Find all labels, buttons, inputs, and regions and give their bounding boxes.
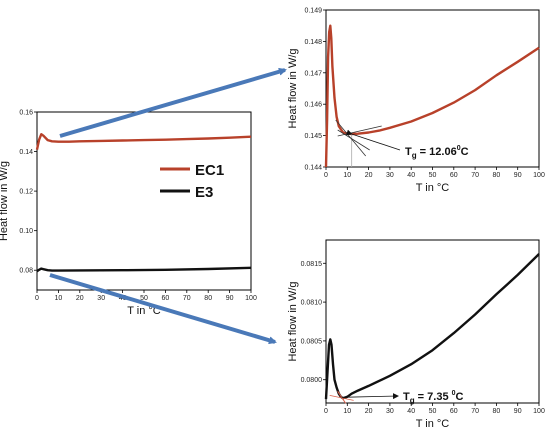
main-y-tick-label: 0.08	[19, 268, 33, 275]
main-x-tick-label: 30	[97, 295, 105, 302]
ec1-zoom-x-tick-label: 30	[386, 172, 394, 179]
tg-annotation-ec1: Tg = 12.060C	[405, 145, 469, 160]
ec1-zoom-chart: 0 10 20 30 40 50 60 70 80 90 100 0.144 0.145 0.146 0.1…	[287, 8, 545, 195]
ec1-zoom-x-tick-label: 70	[471, 172, 479, 179]
main-x-tick-label: 90	[226, 295, 234, 302]
e3-zoom-x-tick-label: 100	[533, 408, 545, 415]
ec1-zoom-x-tick-label: 60	[450, 172, 458, 179]
ec1-zoom-x-tick-label: 90	[514, 172, 522, 179]
connector-arrow-ec1	[59, 67, 287, 138]
ec1-zoom-x-tick-label: 100	[533, 172, 545, 179]
connector-arrow-e3	[49, 273, 277, 345]
e3-zoom-y-tick-label: 0.0800	[301, 377, 323, 384]
main-x-tick-label: 20	[76, 295, 84, 302]
ec1-zoom-x-tick-label: 10	[343, 172, 351, 179]
main-y-tick-label: 0.10	[19, 228, 33, 235]
e3-zoom-y-axis-label: Heat flow in W/g	[287, 281, 299, 361]
e3-zoom-x-tick-label: 60	[450, 408, 458, 415]
main-x-tick-label: 50	[140, 295, 148, 302]
main-x-tick-label: 60	[162, 295, 170, 302]
ec1-zoom-x-tick-label: 20	[365, 172, 373, 179]
main-x-tick-label: 10	[55, 295, 63, 302]
e3-zoom-chart: 0 10 20 30 40 50 60 70 80 90 100 0.0800 0.0805 0.0810…	[287, 239, 545, 430]
main-x-tick-label: 100	[245, 295, 257, 302]
e3-zoom-x-axis-label: T in °C	[416, 418, 450, 430]
e3-zoom-x-tick-label: 80	[493, 408, 501, 415]
main-y-axis-label: Heat flow in W/g	[0, 161, 10, 241]
ec1-zoom-y-tick-label: 0.148	[304, 39, 322, 46]
ec1-zoom-plot-frame	[325, 9, 540, 168]
ec1-zoom-y-tick-label: 0.145	[304, 133, 322, 140]
ec1-zoom-x-tick-label: 0	[324, 172, 328, 179]
tg-pointer-line	[345, 129, 401, 151]
ec1-zoom-y-tick-label: 0.147	[304, 70, 322, 77]
ec1-zoom-y-tick-label: 0.149	[304, 8, 322, 15]
main-x-tick-label: 0	[35, 295, 39, 302]
ec1-zoom-y-tick-label: 0.144	[304, 165, 322, 172]
e3-zoom-plot-frame	[325, 239, 540, 404]
tg-annotation-e3: Tg = 7.35 0C	[403, 390, 464, 405]
main-series-e3	[36, 266, 252, 273]
tangent-line-baseline	[329, 394, 354, 401]
main-x-tick-label: 80	[204, 295, 212, 302]
main-chart: 01020304050607080901000.080.100.120.140.…	[0, 110, 257, 318]
legend-label-e3: E3	[195, 184, 213, 201]
e3-zoom-x-tick-label: 50	[429, 408, 437, 415]
legend: EC1 E3	[160, 162, 224, 201]
main-y-tick-label: 0.14	[19, 149, 33, 156]
e3-zoom-x-tick-label: 40	[407, 408, 415, 415]
main-y-tick-label: 0.12	[19, 189, 33, 196]
e3-zoom-x-tick-label: 90	[514, 408, 522, 415]
e3-zoom-y-tick-label: 0.0810	[301, 300, 323, 307]
tangent-line-bisector	[337, 129, 370, 151]
main-x-axis-label: T in °C	[127, 305, 161, 317]
e3-zoom-x-tick-label: 30	[386, 408, 394, 415]
ec1-zoom-x-tick-label: 40	[407, 172, 415, 179]
ec1-zoom-x-tick-label: 50	[429, 172, 437, 179]
main-y-tick-label: 0.16	[19, 110, 33, 117]
e3-zoom-y-tick-label: 0.0815	[301, 261, 323, 268]
legend-label-ec1: EC1	[195, 162, 224, 179]
e3-zoom-series-e3	[324, 253, 540, 400]
e3-zoom-x-tick-label: 70	[471, 408, 479, 415]
tg-pointer-line	[341, 393, 399, 400]
e3-zoom-x-tick-label: 0	[324, 408, 328, 415]
ec1-zoom-y-tick-label: 0.146	[304, 102, 322, 109]
ec1-zoom-y-axis-label: Heat flow in W/g	[287, 48, 299, 128]
ec1-zoom-x-tick-label: 80	[493, 172, 501, 179]
e3-zoom-y-tick-label: 0.0805	[301, 338, 323, 345]
ec1-zoom-x-axis-label: T in °C	[416, 182, 450, 194]
main-x-tick-label: 70	[183, 295, 191, 302]
e3-zoom-x-tick-label: 20	[365, 408, 373, 415]
main-series-ec1	[35, 133, 252, 150]
e3-zoom-x-tick-label: 10	[343, 408, 351, 415]
